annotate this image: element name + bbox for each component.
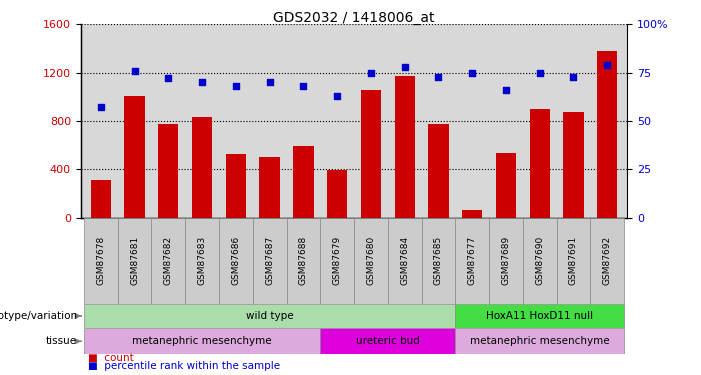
Point: [163, 75, 174, 81]
Bar: [564, 112, 583, 218]
Bar: [192, 117, 212, 218]
Bar: [529, 109, 550, 217]
Bar: [455, 217, 489, 304]
Point: [95, 104, 107, 110]
Text: GSM87689: GSM87689: [501, 236, 510, 285]
Bar: [395, 76, 415, 217]
Bar: [151, 217, 185, 304]
Text: GSM87686: GSM87686: [231, 236, 240, 285]
Text: GSM87677: GSM87677: [468, 236, 477, 285]
Text: ■  percentile rank within the sample: ■ percentile rank within the sample: [88, 361, 280, 370]
Bar: [320, 217, 354, 304]
Bar: [253, 217, 287, 304]
Point: [467, 70, 478, 76]
Bar: [361, 90, 381, 218]
Text: ureteric bud: ureteric bud: [356, 336, 420, 346]
Point: [501, 87, 512, 93]
Point: [264, 80, 275, 86]
Text: GSM87682: GSM87682: [164, 236, 173, 285]
Point: [399, 64, 410, 70]
Bar: [428, 124, 449, 218]
Bar: [388, 217, 421, 304]
Text: GSM87681: GSM87681: [130, 236, 139, 285]
Bar: [293, 146, 313, 218]
Text: GSM87679: GSM87679: [333, 236, 341, 285]
Text: ■  count: ■ count: [88, 353, 133, 363]
Bar: [125, 96, 144, 218]
Bar: [84, 328, 320, 354]
Point: [230, 83, 241, 89]
Point: [196, 80, 207, 86]
Bar: [84, 217, 118, 304]
Bar: [158, 124, 179, 218]
Text: genotype/variation: genotype/variation: [0, 311, 77, 321]
Bar: [496, 153, 516, 218]
Bar: [557, 217, 590, 304]
Bar: [259, 157, 280, 218]
Bar: [455, 328, 624, 354]
Point: [365, 70, 376, 76]
Text: GSM87678: GSM87678: [96, 236, 105, 285]
Point: [433, 74, 444, 80]
Text: GSM87687: GSM87687: [265, 236, 274, 285]
Point: [129, 68, 140, 74]
Bar: [287, 217, 320, 304]
Text: GDS2032 / 1418006_at: GDS2032 / 1418006_at: [273, 11, 435, 25]
Text: GSM87692: GSM87692: [603, 236, 612, 285]
Bar: [354, 217, 388, 304]
Bar: [421, 217, 455, 304]
Text: wild type: wild type: [246, 311, 294, 321]
Text: GSM87688: GSM87688: [299, 236, 308, 285]
Text: metanephric mesenchyme: metanephric mesenchyme: [470, 336, 609, 346]
Bar: [84, 304, 455, 328]
Bar: [90, 180, 111, 218]
Bar: [327, 170, 347, 217]
Point: [332, 93, 343, 99]
Text: GSM87683: GSM87683: [198, 236, 207, 285]
Bar: [462, 210, 482, 218]
Text: GSM87684: GSM87684: [400, 236, 409, 285]
Bar: [320, 328, 455, 354]
Text: GSM87690: GSM87690: [535, 236, 544, 285]
Text: metanephric mesenchyme: metanephric mesenchyme: [132, 336, 272, 346]
Point: [298, 83, 309, 89]
Bar: [118, 217, 151, 304]
Bar: [185, 217, 219, 304]
Text: GSM87680: GSM87680: [367, 236, 375, 285]
Text: GSM87685: GSM87685: [434, 236, 443, 285]
Bar: [489, 217, 523, 304]
Bar: [597, 51, 618, 217]
Bar: [523, 217, 557, 304]
Bar: [455, 304, 624, 328]
Text: GSM87691: GSM87691: [569, 236, 578, 285]
Bar: [219, 217, 253, 304]
Text: tissue: tissue: [46, 336, 77, 346]
Point: [601, 62, 613, 68]
Bar: [590, 217, 624, 304]
Point: [534, 70, 545, 76]
Point: [568, 74, 579, 80]
Text: HoxA11 HoxD11 null: HoxA11 HoxD11 null: [486, 311, 593, 321]
Bar: [226, 153, 246, 218]
